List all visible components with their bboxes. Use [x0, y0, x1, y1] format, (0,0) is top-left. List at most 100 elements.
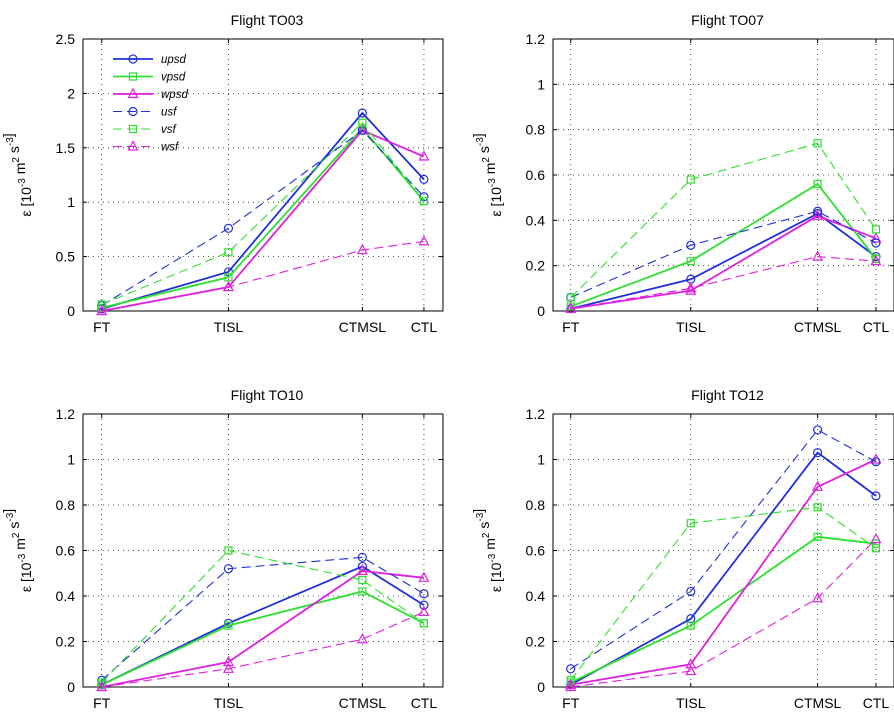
- y-tick-label: 0.4: [56, 588, 76, 604]
- x-tick-label: FT: [93, 319, 111, 335]
- point-upsd: [871, 491, 881, 501]
- point-vpsd: [813, 179, 822, 189]
- point-usf: [357, 552, 367, 562]
- series-usf: [566, 425, 881, 674]
- series-line-usf: [101, 556, 425, 681]
- series-wpsd: [565, 453, 882, 689]
- point-vpsd: [224, 273, 233, 282]
- point-vsf: [419, 619, 429, 628]
- series-line-usf: [570, 429, 877, 670]
- point-wpsd: [356, 564, 368, 576]
- point-vpsd: [813, 532, 822, 541]
- y-tick-label: 0.8: [56, 497, 76, 513]
- y-tick-label: 0: [67, 303, 75, 319]
- point-usf: [419, 589, 429, 599]
- point-usf: [223, 564, 234, 574]
- y-axis-label: ε [10-3 m2 s-3]: [470, 133, 504, 216]
- point-upsd: [357, 108, 367, 118]
- x-tick-label: CTMSL: [339, 695, 387, 711]
- series-line-vpsd: [101, 126, 425, 309]
- point-vsf: [813, 139, 822, 148]
- y-tick-label: 0: [537, 679, 545, 695]
- legend-marker-upsd: [128, 54, 138, 64]
- legend-label: wpsd: [161, 89, 188, 101]
- y-tick-label: 0.2: [526, 258, 546, 274]
- series-usf: [97, 125, 429, 311]
- series-line-upsd: [570, 451, 877, 686]
- series-vsf: [566, 503, 881, 685]
- legend-marker-wpsd: [127, 87, 139, 99]
- panel-4: Flight TO12 0 0.2 0.4 0.6 0.8 1 1.2 FT TISL CTMSL C…: [470, 387, 894, 711]
- x-tick-label: CTMSL: [339, 319, 387, 335]
- legend-label: vpsd: [161, 72, 186, 84]
- point-vsf: [566, 293, 575, 302]
- series-line-usf: [101, 129, 425, 307]
- x-tick-label: FT: [562, 695, 580, 711]
- point-wsf: [685, 664, 697, 676]
- point-upsd: [419, 174, 429, 184]
- point-usf: [871, 238, 881, 248]
- y-axis-label: ε [10-3 m2 s-3]: [0, 509, 34, 592]
- x-tick-label: CTL: [863, 695, 890, 711]
- point-wsf: [685, 282, 697, 293]
- x-tick-label: FT: [562, 319, 580, 335]
- legend-marker-wsf: [127, 140, 139, 151]
- y-axis-label: ε [10-3 m2 s-3]: [470, 509, 504, 592]
- point-vsf: [871, 225, 881, 234]
- point-vsf: [686, 519, 695, 528]
- legend-marker-vpsd: [128, 72, 138, 81]
- series-wsf: [565, 250, 882, 313]
- point-wsf: [812, 250, 824, 261]
- series-line-vsf: [570, 506, 877, 681]
- point-vsf: [813, 503, 822, 512]
- point-wpsd: [418, 571, 430, 582]
- series-vsf: [566, 139, 881, 302]
- series-wsf: [565, 532, 882, 692]
- series-upsd: [97, 561, 429, 690]
- x-tick-label: CTL: [863, 319, 890, 335]
- series-line-wsf: [570, 256, 876, 310]
- y-tick-label: 0: [67, 679, 75, 695]
- y-tick-label: 0.6: [526, 167, 546, 183]
- point-usf: [566, 664, 576, 674]
- point-vpsd: [686, 257, 695, 266]
- series-line-wpsd: [101, 570, 425, 688]
- point-upsd: [686, 614, 696, 624]
- y-tick-label: 0.2: [56, 634, 76, 650]
- point-vsf: [419, 197, 429, 206]
- y-tick-label: 1: [67, 194, 75, 210]
- point-vsf: [871, 544, 881, 553]
- x-tick-label: CTMSL: [794, 319, 842, 335]
- point-wsf: [418, 605, 430, 617]
- point-wsf: [418, 235, 430, 246]
- series-line-wpsd: [101, 129, 425, 312]
- point-usf: [813, 425, 823, 435]
- series-line-vpsd: [101, 590, 425, 686]
- series-line-vsf: [101, 121, 425, 305]
- x-tick-label: FT: [93, 695, 111, 711]
- point-wsf: [565, 680, 577, 692]
- series-line-wsf: [101, 611, 425, 688]
- point-wsf: [222, 662, 234, 673]
- point-usf: [223, 223, 234, 233]
- point-vpsd: [871, 539, 881, 548]
- series-vpsd: [566, 179, 881, 311]
- series-line-usf: [570, 210, 877, 298]
- y-tick-label: 0.6: [526, 543, 546, 559]
- series-usf: [97, 552, 429, 685]
- point-vpsd: [358, 587, 367, 596]
- series-vsf: [97, 118, 429, 309]
- series-wpsd: [96, 564, 430, 692]
- legend-marker-usf: [128, 106, 138, 117]
- point-vsf: [686, 175, 695, 184]
- point-wpsd: [685, 284, 697, 295]
- axes-box: [82, 38, 444, 312]
- point-wsf: [222, 280, 234, 292]
- legend-marker-vsf: [128, 124, 138, 134]
- y-tick-label: 0.4: [526, 588, 546, 604]
- series-vsf: [97, 546, 429, 687]
- point-vsf: [97, 300, 106, 309]
- y-tick-label: 0.8: [526, 122, 546, 138]
- series-line-wpsd: [570, 458, 877, 686]
